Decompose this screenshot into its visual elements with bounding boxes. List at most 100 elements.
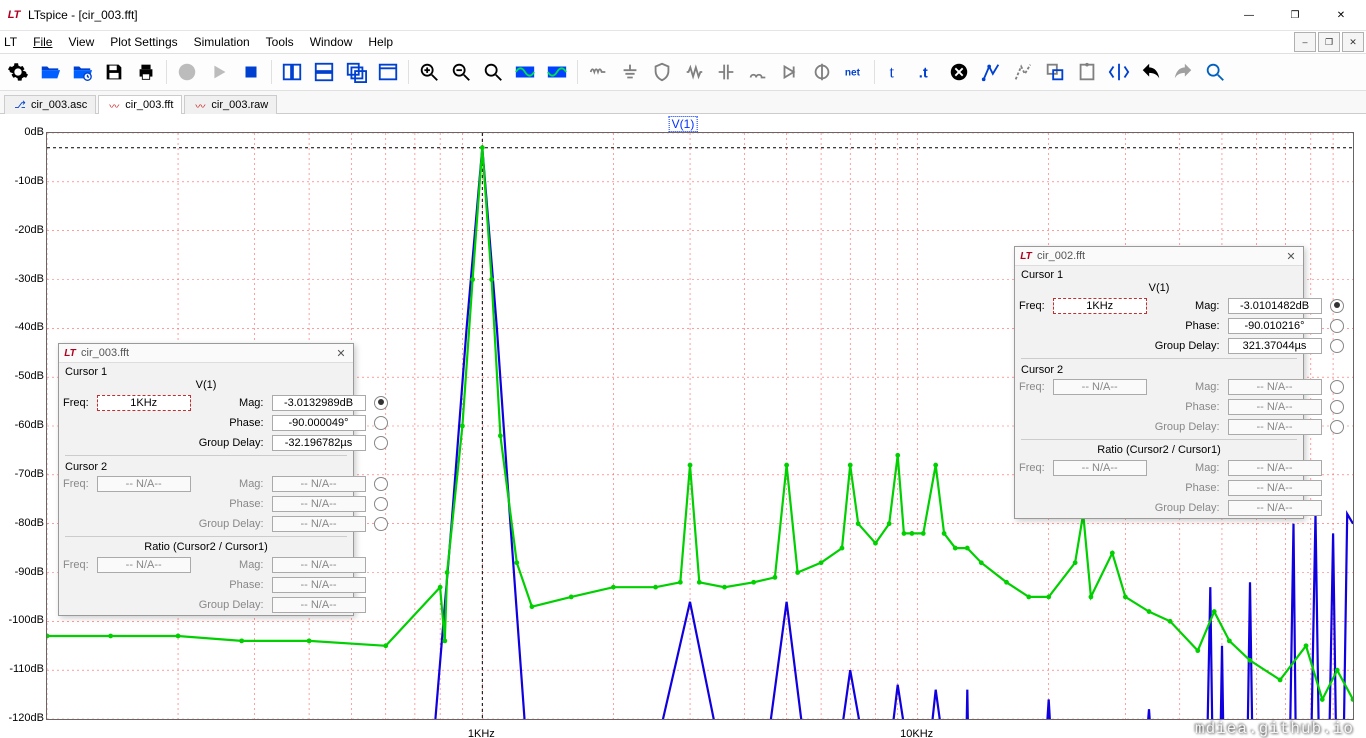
mdi-minimize-button[interactable]: – [1294, 32, 1316, 52]
delete-icon[interactable] [947, 60, 971, 84]
text-icon[interactable]: t [883, 60, 907, 84]
cursor1-mag[interactable]: -3.0132989dB [272, 395, 366, 411]
plot-area[interactable]: V(1) 0dB-10dB-20dB-30dB-40dB-50dB-60dB-7… [0, 114, 1366, 738]
cursor2-mag[interactable]: -- N/A-- [1228, 379, 1322, 395]
open-recent-icon[interactable] [70, 60, 94, 84]
cascade-icon[interactable] [344, 60, 368, 84]
cursor1-phase[interactable]: -90.000049° [272, 415, 366, 431]
panel-close-icon[interactable]: ✕ [333, 347, 349, 360]
tile-horiz-icon[interactable] [312, 60, 336, 84]
close-button[interactable]: ✕ [1318, 0, 1364, 30]
source-icon[interactable] [810, 60, 834, 84]
maximize-button[interactable]: ❐ [1272, 0, 1318, 30]
cursor1-freq[interactable]: 1KHz [1053, 298, 1147, 314]
panel-title: cir_002.fft [1037, 250, 1085, 262]
settings-icon[interactable] [6, 60, 30, 84]
zoom-fit-icon[interactable] [481, 60, 505, 84]
cursor2-mag-radio[interactable] [1330, 380, 1344, 394]
autorange-y-icon[interactable] [545, 60, 569, 84]
mdi-close-button[interactable]: ✕ [1342, 32, 1364, 52]
autorange-icon[interactable] [513, 60, 537, 84]
cursor2-gd[interactable]: -- N/A-- [272, 516, 366, 532]
cursor1-mag-radio[interactable] [374, 396, 388, 410]
cursor2-mag[interactable]: -- N/A-- [272, 476, 366, 492]
cursor1-gd[interactable]: 321.37044µs [1228, 338, 1322, 354]
stop-icon[interactable] [239, 60, 263, 84]
mirror-icon[interactable] [1107, 60, 1131, 84]
gd-label: Group Delay: [195, 433, 268, 453]
cursor2-gd[interactable]: -- N/A-- [1228, 419, 1322, 435]
cursor2-phase-radio[interactable] [1330, 400, 1344, 414]
cursor2-gd-radio[interactable] [1330, 420, 1344, 434]
cursor-panel-a[interactable]: LT cir_003.fft ✕ Cursor 1 V(1) Freq: 1KH… [58, 343, 354, 616]
paste-icon[interactable] [1075, 60, 1099, 84]
mdi-restore-button[interactable]: ❐ [1318, 32, 1340, 52]
cursor1-gd-radio[interactable] [1330, 339, 1344, 353]
panel-close-icon[interactable]: ✕ [1283, 250, 1299, 263]
window-title: LTspice - [cir_003.fft] [28, 8, 1226, 22]
cursor2-phase[interactable]: -- N/A-- [1228, 399, 1322, 415]
inductor-icon[interactable] [746, 60, 770, 84]
mag-label: Mag: [195, 555, 268, 575]
duplicate-icon[interactable] [1043, 60, 1067, 84]
menu-plot-settings[interactable]: Plot Settings [102, 33, 185, 51]
tab-raw[interactable]: 〰 cir_003.raw [184, 95, 277, 114]
cursor2-phase-radio[interactable] [374, 497, 388, 511]
tab-asc[interactable]: ⎇ cir_003.asc [4, 95, 96, 114]
menu-simulation[interactable]: Simulation [186, 33, 258, 51]
pause-icon[interactable] [207, 60, 231, 84]
panel-header[interactable]: LT cir_003.fft ✕ [59, 344, 353, 363]
close-window-icon[interactable] [376, 60, 400, 84]
net-label-icon[interactable]: net [842, 60, 866, 84]
ratio-title: Ratio (Cursor2 / Cursor1) [1015, 442, 1303, 458]
cursor-panel-b[interactable]: LT cir_002.fft ✕ Cursor 1 V(1) Freq: 1KH… [1014, 246, 1304, 519]
cursor1-mag-radio[interactable] [1330, 299, 1344, 313]
cursor2-freq[interactable]: -- N/A-- [97, 476, 191, 492]
tile-vert-icon[interactable] [280, 60, 304, 84]
tab-fft[interactable]: 〰 cir_003.fft [98, 95, 182, 114]
freq-label: Freq: [1015, 458, 1049, 478]
zoom-out-icon[interactable] [449, 60, 473, 84]
y-axis-label: -80dB [0, 517, 48, 529]
ground-select-icon[interactable] [618, 60, 642, 84]
menu-window[interactable]: Window [302, 33, 361, 51]
diode-icon[interactable] [778, 60, 802, 84]
ratio-mag: -- N/A-- [272, 557, 366, 573]
capacitor-icon[interactable] [714, 60, 738, 84]
cursor1-phase[interactable]: -90.010216° [1228, 318, 1322, 334]
drag-icon[interactable] [1011, 60, 1035, 84]
undo-icon[interactable] [1139, 60, 1163, 84]
cursor2-gd-radio[interactable] [374, 517, 388, 531]
move-icon[interactable] [979, 60, 1003, 84]
resistor-icon[interactable] [682, 60, 706, 84]
component-l-icon[interactable] [586, 60, 610, 84]
menu-help[interactable]: Help [360, 33, 401, 51]
menu-view[interactable]: View [60, 33, 102, 51]
print-icon[interactable] [134, 60, 158, 84]
find-icon[interactable] [1203, 60, 1227, 84]
freq-label: Freq: [1015, 377, 1049, 397]
cursor2-phase[interactable]: -- N/A-- [272, 496, 366, 512]
menu-file[interactable]: File [25, 33, 60, 51]
save-icon[interactable] [102, 60, 126, 84]
cursor2-freq[interactable]: -- N/A-- [1053, 379, 1147, 395]
redo-icon[interactable] [1171, 60, 1195, 84]
zoom-in-icon[interactable] [417, 60, 441, 84]
open-folder-icon[interactable] [38, 60, 62, 84]
run-icon[interactable] [175, 60, 199, 84]
cursor1-freq[interactable]: 1KHz [97, 395, 191, 411]
cursor1-mag[interactable]: -3.0101482dB [1228, 298, 1322, 314]
menu-tools[interactable]: Tools [258, 33, 302, 51]
badge-icon[interactable] [650, 60, 674, 84]
doc-icon: LT [4, 35, 17, 49]
spice-directive-icon[interactable]: .t [915, 60, 939, 84]
cursor1-gd-radio[interactable] [374, 436, 388, 450]
cursor1-phase-radio[interactable] [374, 416, 388, 430]
panel-header[interactable]: LT cir_002.fft ✕ [1015, 247, 1303, 266]
cursor2-mag-radio[interactable] [374, 477, 388, 491]
trace-label[interactable]: V(1) [669, 116, 698, 132]
minimize-button[interactable]: — [1226, 0, 1272, 30]
freq-label: Freq: [59, 393, 93, 413]
cursor1-phase-radio[interactable] [1330, 319, 1344, 333]
cursor1-gd[interactable]: -32.196782µs [272, 435, 366, 451]
